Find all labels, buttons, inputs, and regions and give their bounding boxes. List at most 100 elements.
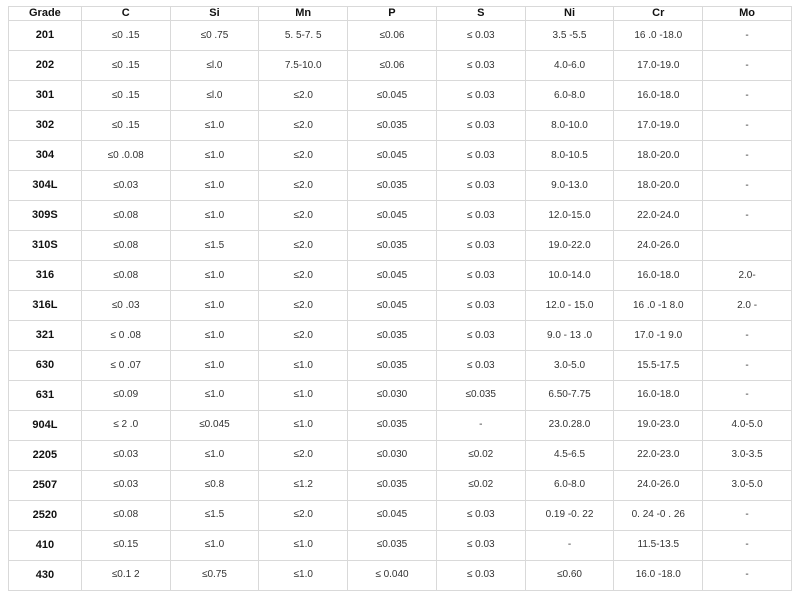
grade-cell: 301	[9, 81, 82, 111]
data-cell: ≤0.08	[81, 231, 170, 261]
col-header-ni: Ni	[525, 7, 614, 21]
data-cell: ≤1.0	[259, 560, 348, 590]
data-cell: ≤2.0	[259, 81, 348, 111]
data-cell: ≤1.0	[170, 440, 259, 470]
data-cell: 7.5-10.0	[259, 51, 348, 81]
data-cell: -	[703, 500, 792, 530]
data-cell: -	[436, 410, 525, 440]
data-cell: ≤0 .75	[170, 21, 259, 51]
data-cell: ≤1.5	[170, 231, 259, 261]
table-row: 2205≤0.03≤1.0≤2.0≤0.030≤0.024.5-6.522.0-…	[9, 440, 792, 470]
table-row: 301≤0 .15≤l.0≤2.0≤0.045≤ 0.036.0-8.016.0…	[9, 81, 792, 111]
data-cell: ≤2.0	[259, 231, 348, 261]
data-cell: 19.0-23.0	[614, 410, 703, 440]
grade-cell: 316	[9, 261, 82, 291]
data-cell: -	[703, 201, 792, 231]
data-cell: -	[703, 381, 792, 411]
data-cell: 9.0-13.0	[525, 171, 614, 201]
data-cell: ≤1.0	[259, 381, 348, 411]
data-cell: 12.0 - 15.0	[525, 291, 614, 321]
data-cell: 24.0-26.0	[614, 470, 703, 500]
data-cell: 22.0-23.0	[614, 440, 703, 470]
data-cell: ≤0.045	[348, 500, 437, 530]
data-cell: ≤1.0	[170, 111, 259, 141]
col-header-c: C	[81, 7, 170, 21]
data-cell: ≤0.045	[348, 201, 437, 231]
data-cell: ≤0.06	[348, 21, 437, 51]
data-cell: ≤2.0	[259, 440, 348, 470]
data-cell: -	[703, 560, 792, 590]
grade-cell: 2520	[9, 500, 82, 530]
data-cell: ≤ 0.03	[436, 321, 525, 351]
data-cell: 17.0 -1 9.0	[614, 321, 703, 351]
data-cell: 12.0-15.0	[525, 201, 614, 231]
data-cell: ≤1.5	[170, 500, 259, 530]
table-row: 904L≤ 2 .0≤0.045≤1.0≤0.035-23.0.28.019.0…	[9, 410, 792, 440]
table-row: 2507≤0.03≤0.8≤1.2≤0.035≤0.026.0-8.024.0-…	[9, 470, 792, 500]
data-cell: ≤ 0.03	[436, 111, 525, 141]
table-row: 310S≤0.08≤1.5≤2.0≤0.035≤ 0.0319.0-22.024…	[9, 231, 792, 261]
data-cell: ≤ 2 .0	[81, 410, 170, 440]
table-row: 304≤0 .0.08≤1.0≤2.0≤0.045≤ 0.038.0-10.51…	[9, 141, 792, 171]
grade-cell: 321	[9, 321, 82, 351]
grade-cell: 2205	[9, 440, 82, 470]
data-cell: ≤l.0	[170, 51, 259, 81]
data-cell: ≤ 0.03	[436, 21, 525, 51]
data-cell: 2.0 -	[703, 291, 792, 321]
data-cell: 3.0-5.0	[703, 470, 792, 500]
col-header-mn: Mn	[259, 7, 348, 21]
data-cell: ≤0.045	[348, 261, 437, 291]
data-cell: ≤ 0.03	[436, 500, 525, 530]
data-cell: -	[703, 171, 792, 201]
data-cell: ≤ 0.03	[436, 530, 525, 560]
data-cell: ≤0.035	[348, 111, 437, 141]
data-cell: 5. 5-7. 5	[259, 21, 348, 51]
col-header-cr: Cr	[614, 7, 703, 21]
grade-cell: 309S	[9, 201, 82, 231]
data-cell: ≤1.0	[170, 171, 259, 201]
data-cell: ≤0.02	[436, 470, 525, 500]
data-cell: -	[703, 81, 792, 111]
header-row: Grade C Si Mn P S Ni Cr Mo	[9, 7, 792, 21]
data-cell: ≤0.045	[348, 291, 437, 321]
table-row: 304L≤0.03≤1.0≤2.0≤0.035≤ 0.039.0-13.018.…	[9, 171, 792, 201]
data-cell: -	[703, 321, 792, 351]
data-cell: -	[703, 51, 792, 81]
table-row: 430≤0.1 2≤0.75≤1.0≤ 0.040≤ 0.03≤0.6016.0…	[9, 560, 792, 590]
data-cell: ≤2.0	[259, 201, 348, 231]
data-cell: ≤ 0 .08	[81, 321, 170, 351]
data-cell: ≤0.09	[81, 381, 170, 411]
data-cell: 16.0 -18.0	[614, 560, 703, 590]
data-cell: 18.0-20.0	[614, 171, 703, 201]
data-cell: 3.0-3.5	[703, 440, 792, 470]
data-cell: ≤2.0	[259, 141, 348, 171]
data-cell: ≤0.60	[525, 560, 614, 590]
table-row: 321≤ 0 .08≤1.0≤2.0≤0.035≤ 0.039.0 - 13 .…	[9, 321, 792, 351]
data-cell: ≤ 0.03	[436, 141, 525, 171]
data-cell: ≤0.03	[81, 470, 170, 500]
data-cell: ≤1.0	[170, 381, 259, 411]
data-cell: 11.5-13.5	[614, 530, 703, 560]
data-cell: ≤0.035	[436, 381, 525, 411]
data-cell: ≤ 0 .07	[81, 351, 170, 381]
data-cell: ≤0.15	[81, 530, 170, 560]
data-cell: -	[703, 141, 792, 171]
data-cell: ≤0.035	[348, 231, 437, 261]
data-cell: ≤0.02	[436, 440, 525, 470]
grade-cell: 630	[9, 351, 82, 381]
data-cell: 0. 24 -0 . 26	[614, 500, 703, 530]
data-cell: ≤0.035	[348, 470, 437, 500]
table-container: Grade C Si Mn P S Ni Cr Mo 201≤0 .15≤0 .…	[0, 0, 800, 597]
data-cell: 8.0-10.0	[525, 111, 614, 141]
data-cell: 4.0-6.0	[525, 51, 614, 81]
data-cell: 16 .0 -1 8.0	[614, 291, 703, 321]
data-cell: ≤l.0	[170, 81, 259, 111]
grade-cell: 310S	[9, 231, 82, 261]
table-row: 2520≤0.08≤1.5≤2.0≤0.045≤ 0.030.19 -0. 22…	[9, 500, 792, 530]
col-header-s: S	[436, 7, 525, 21]
data-cell: ≤2.0	[259, 171, 348, 201]
data-cell: ≤2.0	[259, 500, 348, 530]
data-cell: ≤1.0	[259, 530, 348, 560]
table-row: 309S≤0.08≤1.0≤2.0≤0.045≤ 0.0312.0-15.022…	[9, 201, 792, 231]
data-cell: 6.50-7.75	[525, 381, 614, 411]
